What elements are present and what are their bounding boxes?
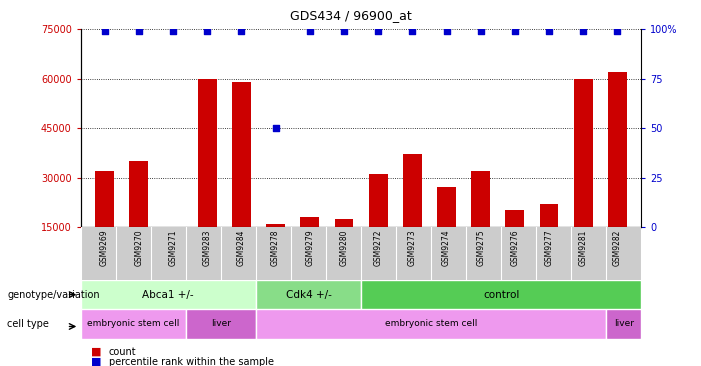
Bar — [437, 187, 456, 276]
Bar — [95, 171, 114, 276]
Point — [270, 125, 281, 131]
Point — [304, 28, 315, 34]
Point — [407, 28, 418, 34]
Bar — [163, 243, 182, 276]
Bar — [266, 224, 285, 276]
Point — [543, 28, 554, 34]
Point — [441, 28, 452, 34]
Point — [99, 28, 110, 34]
Text: GSM9279: GSM9279 — [305, 229, 314, 266]
Bar — [256, 280, 361, 309]
Point — [510, 28, 521, 34]
Point — [578, 28, 589, 34]
Text: embryonic stem cell: embryonic stem cell — [87, 320, 179, 328]
Text: Cdk4 +/-: Cdk4 +/- — [285, 290, 332, 300]
Text: GDS434 / 96900_at: GDS434 / 96900_at — [290, 9, 411, 22]
Point — [133, 28, 144, 34]
Text: GSM9280: GSM9280 — [339, 229, 348, 266]
Bar — [608, 72, 627, 276]
Bar — [369, 174, 388, 276]
Bar — [130, 161, 148, 276]
Text: GSM9275: GSM9275 — [476, 229, 485, 266]
Text: liver: liver — [211, 320, 231, 328]
Bar — [574, 79, 592, 276]
Text: control: control — [483, 290, 519, 300]
Text: GSM9277: GSM9277 — [545, 229, 554, 266]
Text: GSM9283: GSM9283 — [203, 229, 212, 266]
Point — [339, 28, 350, 34]
Text: GSM9269: GSM9269 — [100, 229, 109, 266]
Text: GSM9273: GSM9273 — [408, 229, 417, 266]
Text: percentile rank within the sample: percentile rank within the sample — [109, 356, 273, 366]
Bar — [334, 219, 353, 276]
Point — [372, 28, 383, 34]
Bar — [186, 309, 256, 339]
Point — [201, 28, 212, 34]
Bar — [471, 171, 490, 276]
Text: GSM9274: GSM9274 — [442, 229, 451, 266]
Text: GSM9284: GSM9284 — [237, 229, 246, 266]
Text: GSM9276: GSM9276 — [510, 229, 519, 266]
Point — [236, 28, 247, 34]
Bar — [81, 309, 186, 339]
Bar — [81, 280, 256, 309]
Point — [612, 28, 623, 34]
Text: GSM9270: GSM9270 — [135, 229, 143, 266]
Text: liver: liver — [614, 320, 634, 328]
Bar — [198, 79, 217, 276]
Bar — [232, 82, 251, 276]
Bar — [300, 217, 319, 276]
Text: cell type: cell type — [7, 319, 49, 329]
Text: GSM9278: GSM9278 — [271, 229, 280, 266]
Bar — [403, 154, 422, 276]
Text: ■: ■ — [91, 356, 102, 366]
Bar — [540, 204, 559, 276]
Text: genotype/variation: genotype/variation — [7, 290, 100, 300]
Point — [168, 28, 179, 34]
Bar — [505, 210, 524, 276]
Text: Abca1 +/-: Abca1 +/- — [142, 290, 194, 300]
Point — [475, 28, 486, 34]
Bar — [256, 309, 606, 339]
Text: GSM9271: GSM9271 — [168, 229, 177, 266]
Text: GSM9272: GSM9272 — [374, 229, 383, 266]
Text: embryonic stem cell: embryonic stem cell — [385, 320, 477, 328]
Text: count: count — [109, 347, 136, 357]
Bar — [361, 280, 641, 309]
Text: GSM9281: GSM9281 — [579, 229, 587, 266]
Bar — [606, 309, 641, 339]
Text: ■: ■ — [91, 347, 102, 357]
Text: GSM9282: GSM9282 — [613, 229, 622, 266]
